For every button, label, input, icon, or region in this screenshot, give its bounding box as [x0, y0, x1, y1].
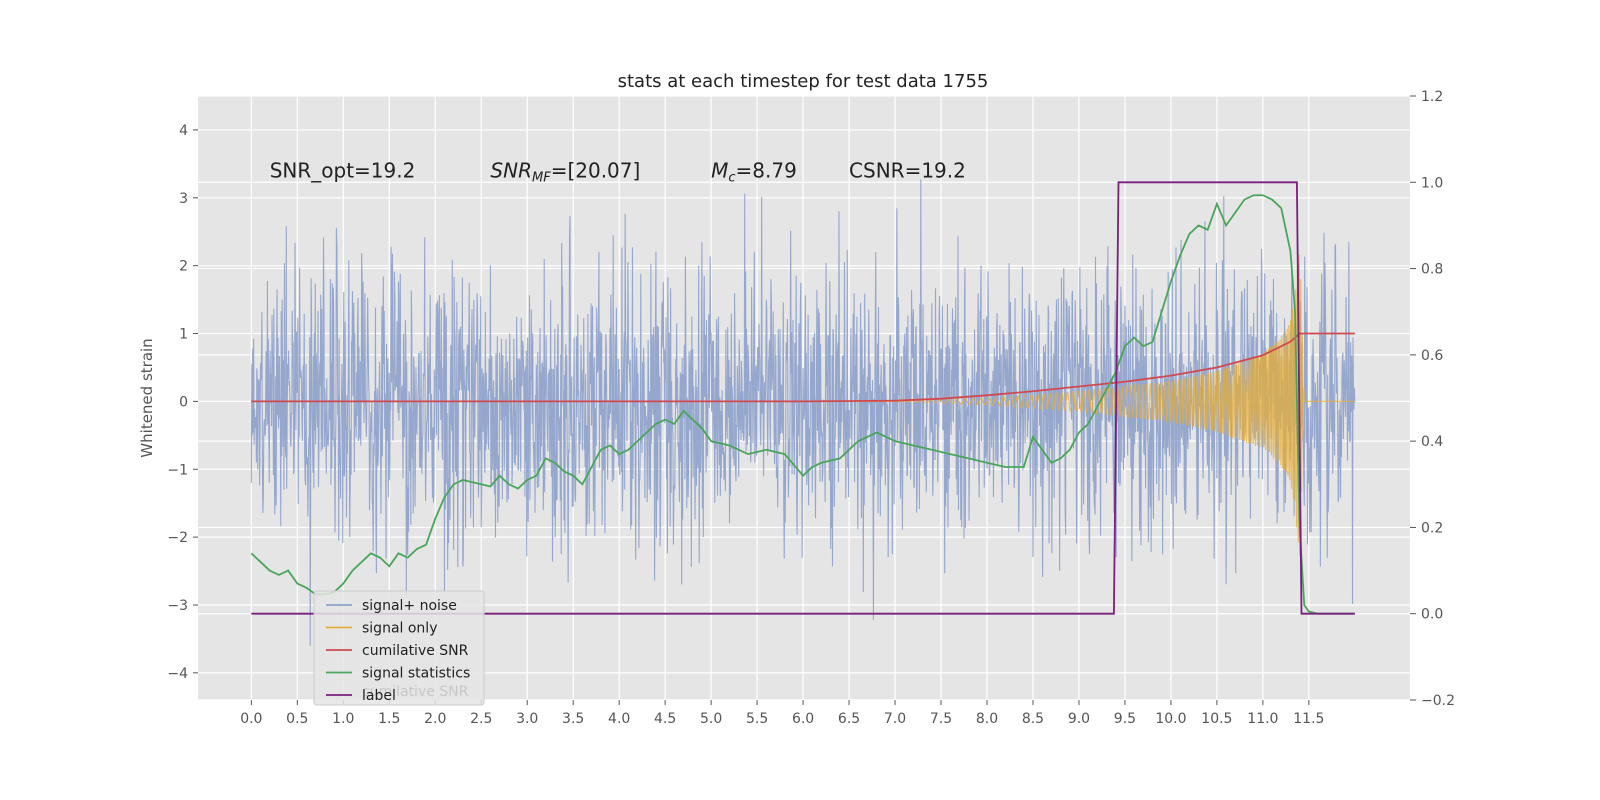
x-tick-label: 9.5 [1114, 711, 1136, 727]
x-tick-label: 8.0 [976, 711, 998, 727]
x-tick-label: 3.5 [562, 711, 584, 727]
y2-tick-label: 1.2 [1421, 89, 1443, 105]
y-axis-label: Whitened strain [138, 338, 156, 457]
legend: cumilative SNR signal+ noise signal only cu… [313, 590, 485, 706]
legend-box [313, 590, 485, 706]
y2-tick-label: 0.6 [1421, 348, 1443, 364]
y-axis-left: 4 3 2 1 0 −1 −2 −3 −4 [167, 123, 198, 682]
x-tick-label: 0.0 [240, 711, 262, 727]
y2-tick-label: 0.8 [1421, 262, 1443, 278]
series-signal-statistics [250, 194, 1355, 615]
annotation-text: CSNR=19.2 [849, 158, 966, 182]
x-axis: 0.0 0.5 1.0 1.5 2.0 2.5 3.0 3.5 4.0 4.5 5.0 5.5 6.0 6… [240, 700, 1324, 727]
y2-tick-label: −0.2 [1421, 693, 1455, 709]
y-tick-label: 2 [179, 259, 188, 275]
line-series [250, 181, 1355, 615]
y2-tick-label: 1.0 [1421, 175, 1443, 191]
x-tick-label: 10.0 [1155, 711, 1186, 727]
legend-label: label [362, 688, 396, 704]
y-tick-label: 4 [179, 123, 188, 139]
legend-label: cumilative SNR [362, 643, 469, 659]
legend-label: signal statistics [362, 666, 470, 682]
x-tick-label: 8.5 [1022, 711, 1044, 727]
y2-tick-label: 0.0 [1421, 607, 1443, 623]
legend-ghost-text: cumilative SNR [362, 684, 469, 700]
annotation-text: SNRMF=[20.07] [490, 158, 640, 185]
x-tick-label: 11.5 [1293, 711, 1324, 727]
x-tick-label: 6.5 [838, 711, 860, 727]
y-tick-label: −4 [167, 666, 188, 682]
x-tick-label: 2.5 [470, 711, 492, 727]
annotations: SNR_opt=19.2 SNRMF=[20.07] Mc=8.79 CSNR=19.… [270, 158, 966, 185]
y-tick-label: 0 [179, 394, 188, 410]
x-tick-label: 11.0 [1247, 711, 1278, 727]
y-axis-right: 1.2 1.0 0.8 0.6 0.4 0.2 0.0 −0.2 [1410, 89, 1455, 709]
series-cumilative-snr [251, 332, 1355, 403]
x-tick-label: 2.0 [424, 711, 446, 727]
annotation-text: Mc=8.79 [711, 158, 797, 185]
x-tick-label: 5.0 [700, 711, 722, 727]
chart-title: stats at each timestep for test data 175… [618, 71, 989, 92]
x-tick-label: 5.5 [746, 711, 768, 727]
y-tick-label: 1 [179, 327, 188, 343]
x-tick-label: 0.5 [286, 711, 308, 727]
x-tick-label: 4.0 [608, 711, 630, 727]
series-label [251, 181, 1355, 615]
x-tick-label: 3.0 [516, 711, 538, 727]
x-tick-label: 7.5 [930, 711, 952, 727]
x-tick-label: 1.5 [378, 711, 400, 727]
y-tick-label: −3 [167, 598, 188, 614]
annotation-text: SNR_opt=19.2 [270, 158, 416, 182]
y-tick-label: −1 [167, 462, 188, 478]
x-tick-label: 1.0 [332, 711, 354, 727]
legend-label: signal+ noise [362, 598, 457, 614]
y2-tick-label: 0.2 [1421, 520, 1443, 536]
x-tick-label: 10.5 [1201, 711, 1232, 727]
y2-tick-label: 0.4 [1421, 434, 1443, 450]
y-tick-label: 3 [179, 191, 188, 207]
x-tick-label: 4.5 [654, 711, 676, 727]
x-tick-label: 9.0 [1068, 711, 1090, 727]
x-tick-label: 6.0 [792, 711, 814, 727]
x-tick-label: 7.0 [884, 711, 906, 727]
legend-label: signal only [362, 621, 437, 637]
y-tick-label: −2 [167, 530, 188, 546]
